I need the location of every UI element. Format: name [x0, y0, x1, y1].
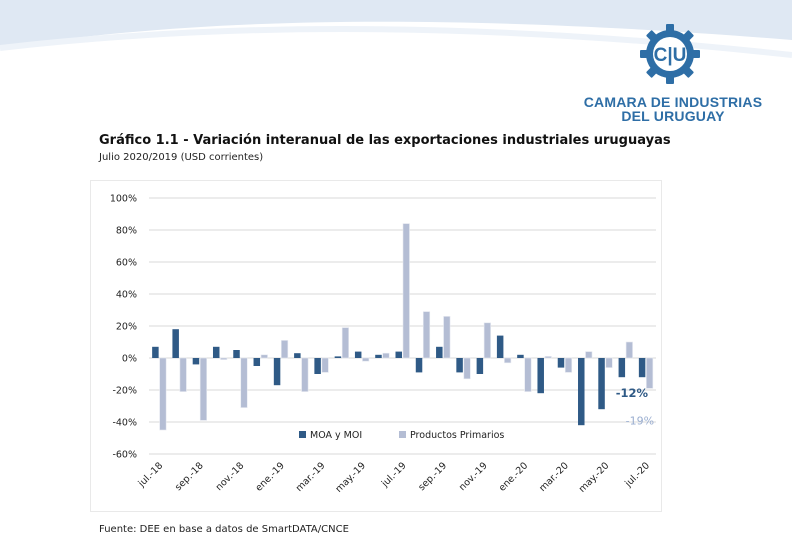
- x-tick-label: jul.-18: [136, 460, 166, 490]
- bar-productos-primarios: [463, 357, 471, 380]
- bar-productos-primarios: [341, 327, 349, 359]
- bar-moa-moi: [253, 358, 261, 366]
- bar-moa-moi: [476, 358, 484, 374]
- bar-productos-primarios: [220, 357, 228, 360]
- x-tick-label: may.-20: [577, 460, 612, 495]
- bar-productos-primarios: [199, 357, 207, 421]
- bar-moa-moi: [598, 358, 605, 410]
- bar-chart: -60%-40%-20%0%20%40%60%80%100%jul.-18 sep…: [110, 194, 656, 495]
- legend-label-productos-primarios: Productos Primarios: [410, 430, 504, 441]
- bar-productos-primarios: [281, 340, 289, 359]
- bar-productos-primarios: [524, 357, 532, 392]
- legend-swatch-moa-moi: [299, 431, 306, 438]
- bar-productos-primarios: [605, 357, 613, 368]
- source-note: Fuente: DEE en base a datos de SmartDATA…: [99, 524, 349, 535]
- bar-productos-primarios: [585, 351, 593, 359]
- x-tick-label: sep.-19: [416, 460, 449, 493]
- bar-productos-primarios: [260, 354, 268, 359]
- x-tick-label: mar.-19: [294, 460, 328, 494]
- y-tick-label: 100%: [110, 194, 137, 205]
- bar-moa-moi: [496, 335, 504, 358]
- bar-productos-primarios: [179, 357, 187, 392]
- cdu-logo: C|U CAMARA DE INDUSTRIAS DEL URUGUAY: [578, 22, 768, 124]
- bar-moa-moi: [152, 346, 159, 358]
- bar-moa-moi: [273, 358, 281, 386]
- annotation-moa-moi: -12%: [616, 386, 649, 400]
- annotation-productos-primarios: -19%: [626, 414, 654, 427]
- y-tick-label: 40%: [116, 290, 137, 301]
- y-tick-label: -60%: [112, 450, 137, 461]
- bar-moa-moi: [294, 353, 301, 358]
- y-tick-label: 20%: [116, 322, 137, 333]
- bar-productos-primarios: [544, 356, 552, 359]
- bar-productos-primarios: [422, 311, 431, 359]
- x-tick-label: jul.-20: [622, 460, 652, 490]
- x-tick-label: ene.-19: [254, 460, 287, 493]
- bar-productos-primarios: [362, 357, 370, 362]
- bar-moa-moi: [517, 354, 524, 358]
- bar-moa-moi: [212, 346, 220, 358]
- x-tick-label: ene.-20: [497, 460, 530, 493]
- bar-moa-moi: [436, 346, 443, 358]
- x-tick-label: sep.-18: [173, 460, 206, 493]
- chart-title: Gráfico 1.1 - Variación interanual de la…: [99, 133, 671, 148]
- x-tick-label: may.-19: [333, 460, 368, 495]
- bar-productos-primarios: [504, 357, 512, 364]
- bar-productos-primarios: [321, 357, 329, 373]
- bar-moa-moi: [233, 350, 240, 358]
- x-tick-label: mar.-20: [537, 460, 571, 494]
- legend-label-moa-moi: MOA y MOI: [310, 430, 362, 441]
- bar-moa-moi: [354, 351, 362, 358]
- bar-productos-primarios: [159, 357, 167, 431]
- y-tick-label: 80%: [116, 226, 137, 237]
- bar-moa-moi: [334, 356, 342, 358]
- bar-productos-primarios: [443, 316, 451, 359]
- logo-letters: C|U: [654, 45, 687, 66]
- gear-logo-icon: C|U: [640, 24, 700, 84]
- bar-moa-moi: [192, 358, 200, 365]
- x-tick-label: nov.-19: [457, 460, 490, 493]
- bar-moa-moi: [172, 329, 179, 358]
- x-tick-label: jul.-19: [379, 460, 409, 490]
- y-tick-label: 60%: [116, 258, 137, 269]
- y-tick-label: -20%: [112, 386, 137, 397]
- bar-productos-primarios: [240, 357, 248, 408]
- bar-moa-moi: [375, 354, 382, 358]
- org-name-line2: DEL URUGUAY: [621, 108, 725, 124]
- bar-moa-moi: [638, 358, 646, 378]
- y-tick-label: 0%: [122, 354, 137, 365]
- bar-productos-primarios: [646, 357, 654, 389]
- bar-productos-primarios: [625, 341, 633, 359]
- bar-moa-moi: [578, 358, 585, 426]
- bar-productos-primarios: [564, 357, 573, 373]
- x-tick-label: nov.-18: [214, 460, 247, 493]
- bar-productos-primarios: [402, 223, 410, 359]
- bar-productos-primarios: [483, 322, 491, 359]
- bar-moa-moi: [537, 358, 544, 394]
- legend-swatch-productos-primarios: [399, 431, 406, 438]
- chart-frame: -60% -40% -20% 0% 20% 40% 60% 80% 100% jul.-18 sep…: [90, 180, 662, 512]
- org-name-line1: CAMARA DE INDUSTRIAS: [583, 94, 763, 110]
- bar-moa-moi: [415, 358, 423, 373]
- bar-moa-moi: [557, 358, 565, 368]
- bar-moa-moi: [314, 358, 321, 374]
- bar-moa-moi: [395, 351, 402, 358]
- bar-moa-moi: [456, 358, 463, 373]
- bar-productos-primarios: [382, 352, 390, 359]
- y-tick-label: -40%: [112, 418, 137, 429]
- chart-subtitle: Julio 2020/2019 (USD corrientes): [99, 152, 264, 163]
- bar-moa-moi: [618, 358, 626, 378]
- bar-productos-primarios: [301, 357, 309, 392]
